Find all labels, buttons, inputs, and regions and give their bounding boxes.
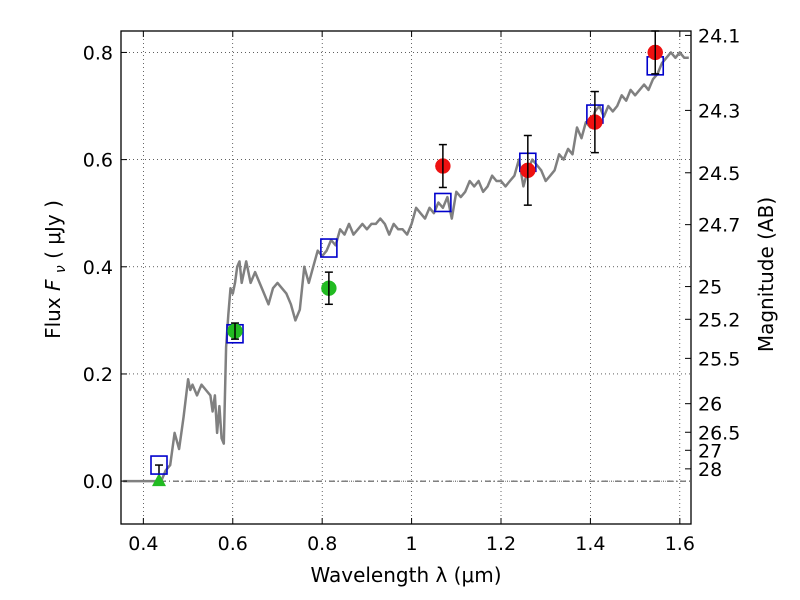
y-tick-label: 0.8 (83, 42, 113, 64)
model-photometry-square (434, 192, 452, 213)
y-label-close: ) (41, 200, 65, 208)
y-axis-label-right: Magnitude (AB) (754, 197, 778, 352)
y-tick-label: 0.4 (83, 257, 113, 279)
grid-lines (121, 31, 691, 524)
x-tick-label: 1.2 (486, 533, 516, 555)
x-axis-label: Wavelength λ (μm) (310, 563, 501, 587)
y-label-paren: ( (41, 245, 65, 259)
x-tick-label: 0.6 (218, 533, 248, 555)
x-tick-label: 0.8 (307, 533, 337, 555)
model-photometry-square (150, 455, 168, 475)
x-tick-label: 1.6 (665, 533, 695, 555)
plot-frame (120, 30, 692, 525)
model-photometry-square (320, 238, 338, 258)
y-axis-label-left: Flux F ν ( μJy ) (41, 200, 70, 339)
y-label-unit: μJy (41, 214, 65, 245)
y-label-symbol: F (41, 279, 65, 291)
magnitude-tick-label: 25 (698, 277, 722, 299)
x-tick-label: 1 (406, 533, 418, 555)
magnitude-tick-label: 26 (698, 394, 722, 416)
y-label-subscript: ν (53, 265, 69, 273)
y-tick-label: 0.2 (83, 364, 113, 386)
magnitude-tick-label: 24.1 (698, 25, 740, 47)
magnitude-tick-label: 27 (698, 440, 722, 462)
x-tick-label: 1.4 (575, 533, 605, 555)
upper-limit-marker (152, 473, 166, 487)
magnitude-tick-label: 24.5 (698, 163, 740, 185)
y-tick-label: 0.0 (83, 471, 113, 493)
x-tick-label: 0.4 (128, 533, 158, 555)
magnitude-tick-label: 25.5 (698, 348, 740, 370)
axis-ticks: 0.4 0.6 0.8 1 1.2 1.4 1.6 0.0 0.2 0.4 0.6 0.8 24.1 24… (83, 25, 741, 555)
y-label-prefix: Flux (41, 291, 65, 339)
magnitude-tick-label: 24.7 (698, 215, 740, 237)
magnitude-tick-label: 26.5 (698, 422, 740, 444)
magnitude-tick-label: 25.2 (698, 309, 740, 331)
magnitude-tick-label: 24.3 (698, 100, 740, 122)
magnitude-tick-label: 28 (698, 459, 722, 481)
y-tick-label: 0.6 (83, 150, 113, 172)
data-layer (123, 30, 689, 487)
